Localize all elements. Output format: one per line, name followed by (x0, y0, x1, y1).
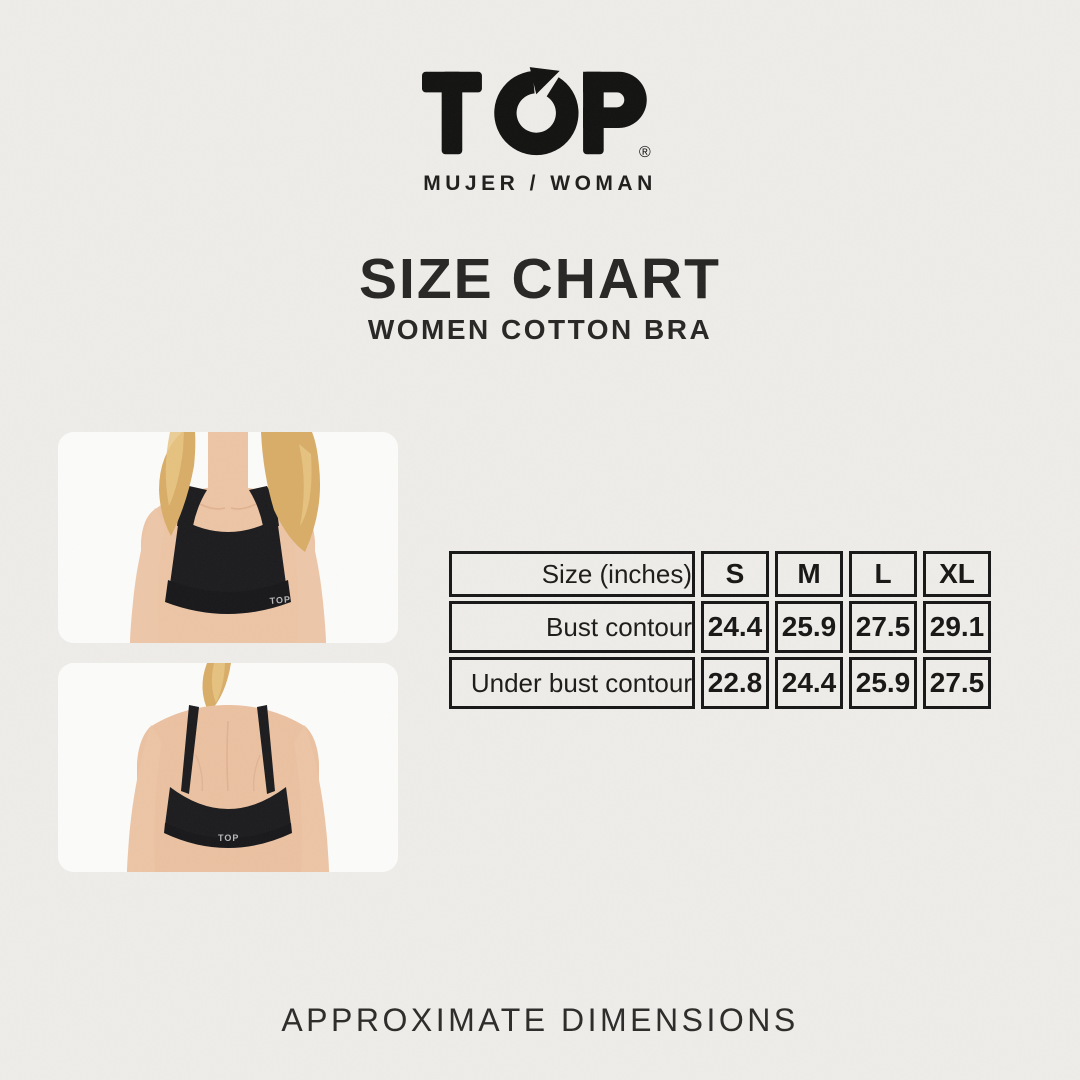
table-cell: 24.4 (775, 657, 843, 709)
table-header-size-l: L (849, 551, 917, 597)
brand-logo: ® (422, 66, 658, 165)
table-row-underbust: Under bust contour 22.8 24.4 25.9 27.5 (449, 657, 991, 709)
table-cell: 27.5 (849, 601, 917, 653)
footer-note: APPROXIMATE DIMENSIONS (281, 1002, 799, 1038)
page-subtitle: WOMEN COTTON BRA (367, 314, 713, 345)
table-row-bust: Bust contour 24.4 25.9 27.5 29.1 (449, 601, 991, 653)
back-view-illustration: TOP (58, 663, 398, 872)
top-logo-icon: ® (422, 67, 651, 161)
logo-letter-t-stem (441, 71, 463, 155)
bra-band-brand-label: TOP (269, 594, 291, 606)
table-cell: 27.5 (923, 657, 991, 709)
table-cell: 22.8 (701, 657, 769, 709)
table-header-size-xl: XL (923, 551, 991, 597)
size-table: Size (inches) S M L XL Bust contour 24.4… (443, 547, 997, 713)
table-header-row: Size (inches) S M L XL (449, 551, 991, 597)
front-view-illustration: TOP (58, 432, 398, 643)
table-cell: 25.9 (849, 657, 917, 709)
table-cell: 29.1 (923, 601, 991, 653)
table-row-label: Under bust contour (449, 657, 695, 709)
table-header-size-m: M (775, 551, 843, 597)
product-photo-back: TOP (58, 663, 398, 872)
page-title: SIZE CHART (359, 247, 721, 311)
table-cell: 25.9 (775, 601, 843, 653)
bra-band-brand-label: TOP (218, 833, 239, 843)
table-row-label: Bust contour (449, 601, 695, 653)
table-header-size-label: Size (inches) (449, 551, 695, 597)
registered-trademark: ® (639, 144, 651, 160)
product-photo-front: TOP (58, 432, 398, 643)
table-cell: 24.4 (701, 601, 769, 653)
table-header-size-s: S (701, 551, 769, 597)
brand-tagline: MUJER / WOMAN (423, 172, 657, 195)
